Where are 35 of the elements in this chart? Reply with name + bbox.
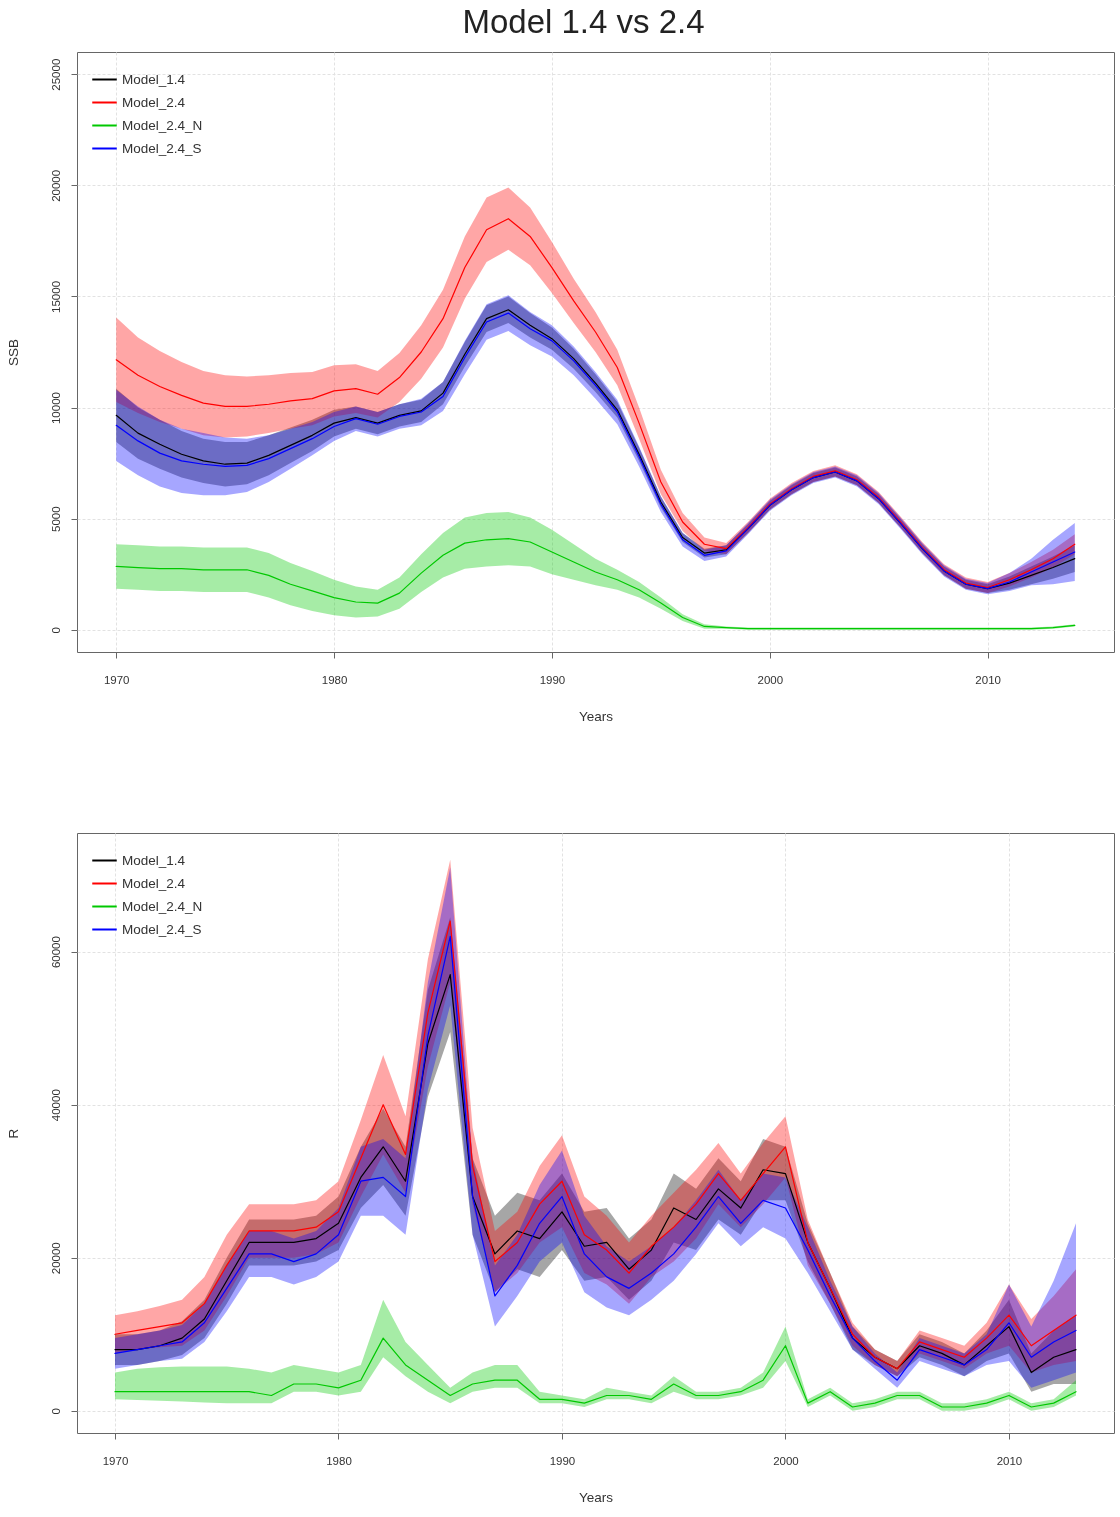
legend-label: Model_2.4	[122, 875, 186, 891]
y-tick-label: 0	[49, 1408, 62, 1415]
legend-label: Model_2.4_N	[122, 898, 203, 914]
x-axis-title: Years	[578, 1490, 614, 1505]
legend-label: Model_2.4_N	[122, 117, 203, 133]
line-series	[115, 538, 1076, 630]
y-tick-label: 40000	[49, 1089, 62, 1122]
x-tick-label: 1970	[102, 1454, 129, 1467]
line-series	[114, 1337, 1077, 1408]
x-tick-label: 1990	[549, 1454, 576, 1467]
legend-label: Model_2.4_S	[122, 921, 202, 937]
x-axis-title: Years	[578, 709, 614, 724]
chart-title: Model 1.4 vs 2.4	[462, 3, 705, 40]
y-tick-label: 5000	[49, 506, 62, 532]
y-tick-label: 15000	[49, 280, 62, 313]
y-axis-title: SSB	[5, 338, 21, 367]
y-axis-title: R	[5, 1128, 21, 1139]
x-tick-label: 1970	[103, 673, 130, 686]
x-tick-label: 2000	[773, 1454, 799, 1467]
x-tick-label: 2010	[996, 1454, 1023, 1467]
x-tick-label: 1980	[326, 1454, 352, 1467]
legend-label: Model_2.4	[122, 94, 186, 110]
x-tick-label: 1990	[539, 673, 566, 686]
legend-label: Model_1.4	[122, 852, 186, 868]
legend-label: Model_1.4	[122, 71, 186, 87]
y-tick-label: 60000	[49, 936, 62, 969]
x-tick-label: 1980	[321, 673, 348, 686]
y-tick-label: 0	[49, 627, 62, 634]
y-tick-label: 10000	[49, 392, 62, 425]
x-tick-label: 2000	[757, 673, 784, 686]
y-tick-label: 20000	[49, 169, 62, 202]
y-tick-label: 25000	[49, 58, 62, 91]
legend-label: Model_2.4_S	[122, 140, 202, 156]
x-tick-label: 2010	[975, 673, 1001, 686]
y-tick-label: 20000	[49, 1242, 62, 1275]
